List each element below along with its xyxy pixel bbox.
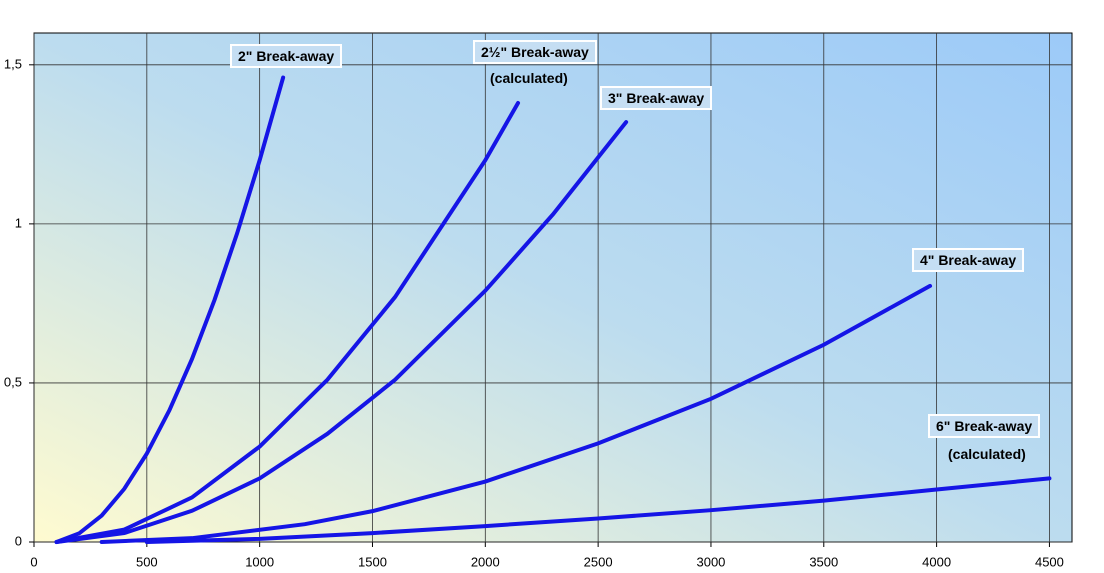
y-tick-label: 0,5 — [4, 374, 22, 389]
x-tick-label: 3000 — [696, 554, 725, 569]
line — [54, 75, 286, 544]
series-label: 4" Break-away — [912, 248, 1025, 272]
x-tick-label: 500 — [136, 554, 158, 569]
x-tick-label: 2500 — [584, 554, 613, 569]
series-label: 6" Break-away — [928, 414, 1041, 438]
line — [144, 476, 1052, 544]
x-tick-label: 2000 — [471, 554, 500, 569]
series-label: 2" Break-away — [230, 44, 343, 68]
plot-area — [33, 32, 1073, 543]
x-tick-label: 1000 — [245, 554, 274, 569]
y-tick-label: 0 — [15, 533, 22, 548]
x-tick-label: 0 — [30, 554, 37, 569]
y-tick-label: 1,5 — [4, 56, 22, 71]
line — [99, 283, 933, 544]
line — [54, 100, 521, 544]
series-label: 2½" Break-away — [473, 40, 597, 64]
x-tick-label: 4000 — [922, 554, 951, 569]
series-label: 3" Break-away — [600, 86, 713, 110]
x-tick-label: 3500 — [809, 554, 838, 569]
x-tick-label: 1500 — [358, 554, 387, 569]
series-note: (calculated) — [948, 446, 1026, 462]
y-tick-label: 1 — [15, 215, 22, 230]
line — [54, 120, 629, 544]
x-tick-label: 4500 — [1035, 554, 1064, 569]
series-note: (calculated) — [490, 70, 568, 86]
